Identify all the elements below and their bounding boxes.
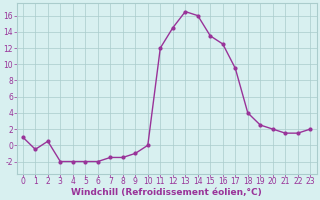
X-axis label: Windchill (Refroidissement éolien,°C): Windchill (Refroidissement éolien,°C) bbox=[71, 188, 262, 197]
